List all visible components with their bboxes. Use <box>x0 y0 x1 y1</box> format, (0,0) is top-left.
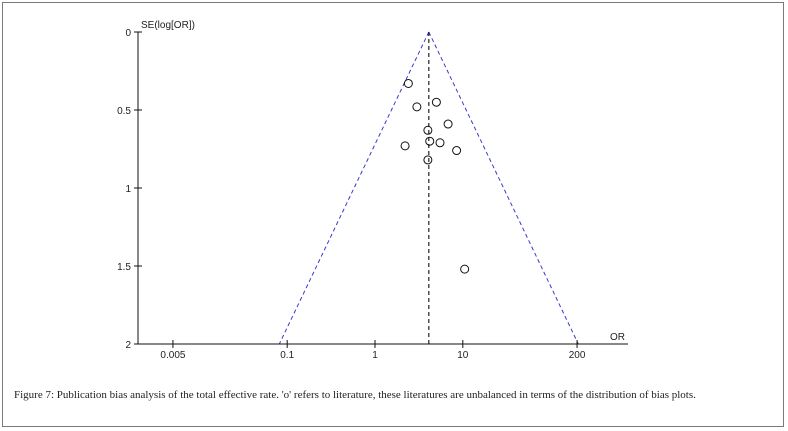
y-tick-label: 0.5 <box>117 106 131 117</box>
study-point <box>431 97 441 107</box>
axis-labels: SE(log[OR]) OR <box>141 20 625 343</box>
y-tick-label: 2 <box>125 340 131 351</box>
figure-caption: Figure 7: Publication bias analysis of t… <box>14 389 696 401</box>
study-point <box>425 136 435 146</box>
y-tick-label: 1 <box>125 184 131 195</box>
x-tick-label: 0.1 <box>280 350 294 361</box>
funnel-plot: 0 0.5 1 1.5 2 0.005 0.1 1 10 200 SE(log[OR]) OR <box>117 20 628 361</box>
study-point <box>423 155 433 165</box>
study-point <box>452 146 462 156</box>
study-point <box>443 119 453 129</box>
x-axis-label: OR <box>610 332 625 343</box>
study-point <box>460 264 470 274</box>
funnel-right-line <box>428 31 579 345</box>
funnel-lines <box>278 31 579 345</box>
figure-frame <box>2 2 784 427</box>
funnel-left-line <box>278 31 430 345</box>
data-points <box>400 78 470 274</box>
x-tick-label: 200 <box>569 350 586 361</box>
y-tick-label: 0 <box>125 28 131 39</box>
x-tick-label: 0.005 <box>160 350 185 361</box>
study-point <box>403 78 413 88</box>
y-axis-label: SE(log[OR]) <box>141 20 195 31</box>
study-point <box>400 141 410 151</box>
x-tick-label: 1 <box>372 350 378 361</box>
y-tick-label: 1.5 <box>117 262 131 273</box>
study-point <box>412 102 422 112</box>
x-tick-label: 10 <box>457 350 469 361</box>
study-point <box>435 138 445 148</box>
axes: 0 0.5 1 1.5 2 0.005 0.1 1 10 200 <box>117 28 628 361</box>
study-point <box>423 125 433 135</box>
